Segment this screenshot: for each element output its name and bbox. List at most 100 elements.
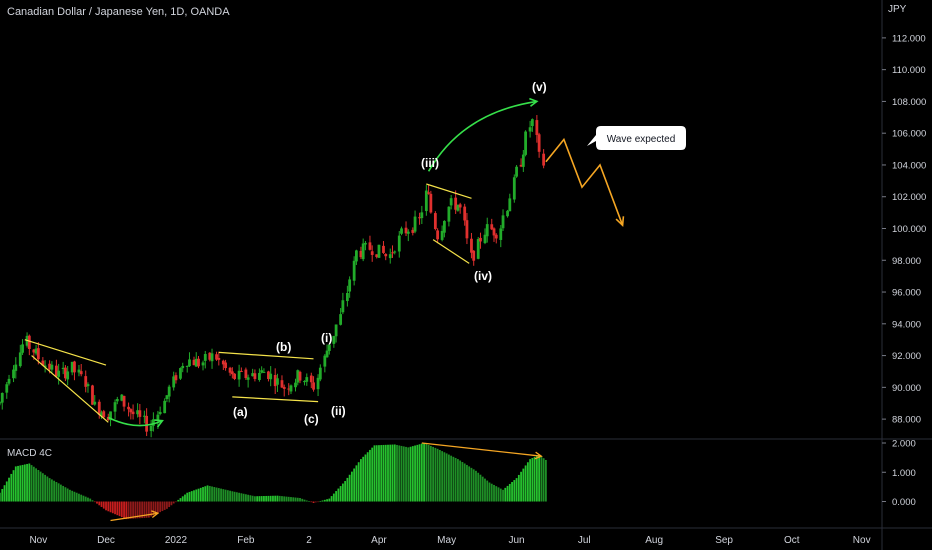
green-arrow-top[interactable] xyxy=(427,100,537,172)
candle-body xyxy=(181,365,185,369)
macd-bar xyxy=(425,443,428,502)
macd-bar xyxy=(157,501,159,514)
macd-bar xyxy=(41,473,44,502)
green-arrow-top-head xyxy=(529,97,539,107)
candle-body xyxy=(239,370,243,372)
candle-body xyxy=(77,369,81,373)
macd-bar xyxy=(314,501,317,503)
macd-axis: 2.000 1.000 0.000 xyxy=(882,439,916,508)
macd-bar xyxy=(204,486,207,502)
candle-body xyxy=(48,363,52,370)
wave-expected-callout[interactable]: Wave expected xyxy=(587,126,686,150)
macd-bar xyxy=(55,482,58,502)
candle-body xyxy=(122,395,126,407)
macd-bar xyxy=(195,489,198,502)
macd-bar xyxy=(535,455,538,502)
macd-bar xyxy=(450,455,453,502)
candle-body xyxy=(282,386,286,389)
macd-bar xyxy=(436,448,439,502)
macd-bottom-divergence-head xyxy=(151,510,160,518)
macd-bar xyxy=(341,483,344,502)
price-tick-label: 94.000 xyxy=(892,319,921,330)
macd-bar xyxy=(387,444,389,502)
candle-body xyxy=(102,411,106,418)
candle-body xyxy=(217,357,221,360)
macd-bar xyxy=(147,501,150,518)
channel-1-lower[interactable] xyxy=(31,355,109,423)
candle-body xyxy=(393,251,397,253)
candle-body xyxy=(0,402,2,404)
abc-lower[interactable] xyxy=(232,396,319,403)
macd-bar xyxy=(432,446,435,502)
abc-upper[interactable] xyxy=(218,351,314,360)
iv-upper[interactable] xyxy=(426,183,472,199)
macd-bar xyxy=(454,457,457,502)
macd-bottom-divergence[interactable] xyxy=(110,512,159,522)
macd-bar xyxy=(136,501,139,519)
candle-body xyxy=(188,359,191,367)
candle-body xyxy=(179,368,182,379)
macd-bar xyxy=(3,485,6,502)
macd-bar xyxy=(224,489,227,502)
macd-bar xyxy=(231,491,234,502)
candle-body xyxy=(138,410,142,417)
macd-bar xyxy=(161,501,164,512)
candle-body xyxy=(66,371,70,380)
wave-label-iv: (iv) xyxy=(474,269,492,283)
candle-body xyxy=(442,220,446,233)
macd-top-divergence[interactable] xyxy=(421,442,542,457)
macd-bar xyxy=(145,501,148,518)
candle-body xyxy=(519,164,523,167)
candle-body xyxy=(384,253,388,257)
macd-bar xyxy=(301,498,304,502)
macd-bar xyxy=(100,501,103,507)
time-axis[interactable]: Nov Dec 2022 Feb 2 Apr May Jun Jul Aug Sep Oct Nov xyxy=(29,535,870,546)
candle-body xyxy=(305,377,309,382)
macd-bar xyxy=(472,469,475,502)
macd-bar xyxy=(159,501,162,513)
macd-bar xyxy=(215,487,218,502)
macd-bar xyxy=(82,495,85,502)
macd-bar xyxy=(23,464,26,502)
candle-body xyxy=(269,373,273,380)
macd-bar xyxy=(364,454,367,502)
macd-bar xyxy=(35,468,37,502)
candle-body xyxy=(201,362,205,366)
candle-body xyxy=(397,235,401,252)
candle-body xyxy=(316,377,320,390)
macd-bar xyxy=(19,465,22,502)
wave-label-i: (i) xyxy=(321,331,332,345)
price-tick-label: 96.000 xyxy=(892,288,921,299)
macd-bar xyxy=(190,491,193,502)
macd-bar xyxy=(14,466,17,502)
macd-bar xyxy=(499,488,502,502)
candle-body xyxy=(323,355,327,367)
macd-bar xyxy=(199,487,202,502)
macd-bar xyxy=(420,443,423,502)
price-axis[interactable]: 112.000 110.000 108.000 106.000 104.000 102.0… xyxy=(882,33,926,426)
candle-body xyxy=(192,359,196,366)
macd-bar xyxy=(32,466,35,502)
macd-bar xyxy=(105,501,107,511)
candle-body xyxy=(424,190,428,212)
candle-body xyxy=(535,120,539,135)
green-arrow-dec[interactable] xyxy=(107,416,163,427)
macd-bar xyxy=(317,501,319,503)
macd-bar xyxy=(384,444,387,502)
iv-lower[interactable] xyxy=(432,239,470,264)
macd-bar xyxy=(26,463,28,502)
macd-bar xyxy=(181,496,184,502)
wave-projection[interactable] xyxy=(545,137,624,226)
macd-bar xyxy=(484,478,486,502)
channel-1-upper[interactable] xyxy=(24,339,107,366)
macd-bar xyxy=(321,500,324,502)
time-tick-label: Aug xyxy=(645,535,663,546)
macd-bar xyxy=(445,453,448,502)
time-tick-label: Sep xyxy=(715,535,733,546)
candle-body xyxy=(287,388,291,390)
macd-bar xyxy=(188,491,191,502)
macd-bar xyxy=(57,483,60,502)
macd-bar xyxy=(256,496,259,502)
candle-body xyxy=(508,198,512,212)
